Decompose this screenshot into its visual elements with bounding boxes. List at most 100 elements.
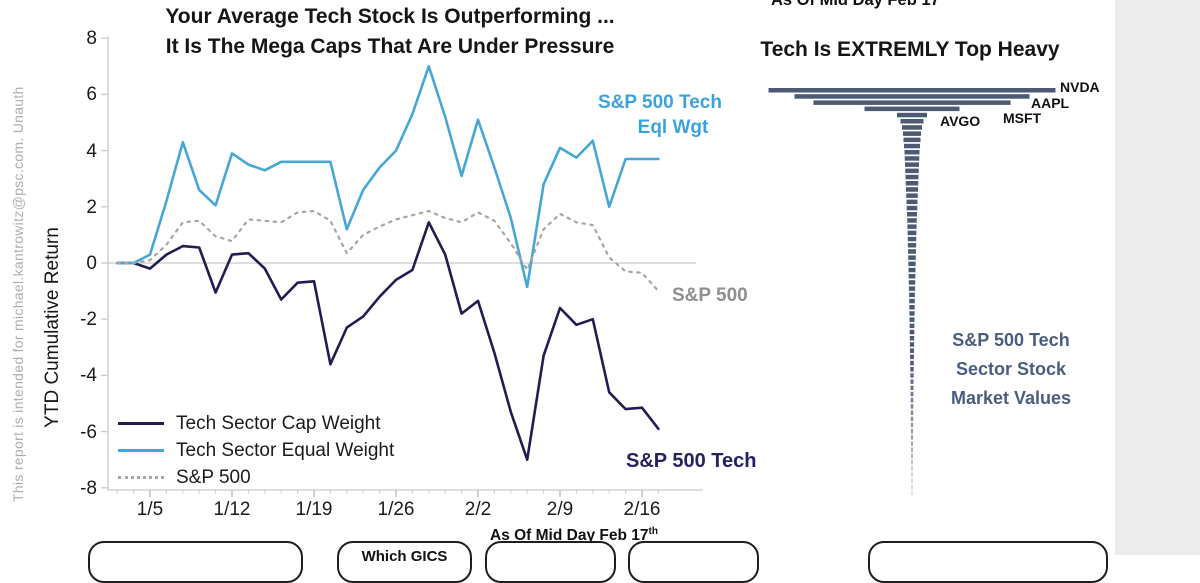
ticker-label-nvda: NVDA [1060, 79, 1100, 95]
funnel-bar [910, 435, 914, 440]
funnel-bar [910, 404, 914, 409]
annotation-equal-weight: S&P 500 Tech Eql Wgt [575, 90, 745, 140]
funnel-bar [908, 274, 916, 279]
funnel-bar [907, 212, 917, 217]
page-background-strip [1115, 0, 1200, 555]
funnel-bar [911, 466, 913, 471]
funnel-bar [903, 131, 921, 136]
funnel-bar [908, 249, 916, 254]
x-tick-label: 1/12 [213, 499, 251, 520]
funnel-bar [907, 236, 917, 242]
funnel-bar [813, 100, 1011, 105]
legend-label-sp500: S&P 500 [176, 466, 251, 488]
annotation-sp500: S&P 500 [672, 285, 748, 306]
legend-row-cap-weight: Tech Sector Cap Weight [118, 410, 478, 437]
funnel-bar [907, 218, 917, 223]
legend-label-equal-weight: Tech Sector Equal Weight [176, 439, 395, 461]
y-tick-label: 2 [86, 196, 97, 218]
y-tick-label: 0 [86, 253, 97, 274]
annotation-equal-weight-line2: Eql Wgt [637, 117, 709, 138]
funnel-bar [909, 311, 915, 316]
funnel-bar [908, 280, 916, 285]
funnel-bar [910, 429, 914, 434]
funnel-caption-line3: Market Values [950, 388, 1072, 408]
line-chart-title: Your Average Tech Stock Is Outperforming… [105, 2, 675, 62]
funnel-bar [911, 491, 913, 496]
funnel-bar [910, 410, 914, 415]
funnel-bar [910, 398, 914, 403]
funnel-bar [897, 112, 927, 118]
funnel-bar [910, 348, 914, 353]
funnel-bar [909, 298, 915, 304]
funnel-bar [908, 255, 916, 260]
funnel-bar [911, 453, 913, 459]
x-tick-label: 1/5 [136, 499, 164, 520]
funnel-bar [910, 391, 914, 397]
x-tick-label: 1/19 [295, 499, 333, 520]
funnel-bar [907, 230, 917, 236]
funnel-bar [908, 261, 916, 267]
funnel-bar [864, 106, 960, 112]
top-right-as-of-note: As Of Mid Day Feb 17 [771, 0, 940, 9]
funnel-bar [904, 156, 920, 161]
funnel-bar [909, 329, 915, 335]
as-of-note: As Of Mid Day Feb 17th [490, 526, 658, 545]
annotation-equal-weight-line1: S&P 500 Tech [598, 92, 722, 113]
series-line-tech-sector-cap-weight [115, 221, 660, 462]
x-tick-label: 2/2 [464, 499, 492, 520]
series-line-tech-sector-equal-weight [115, 65, 660, 289]
funnel-bar [911, 478, 913, 484]
bottom-button-4[interactable] [628, 541, 759, 583]
ticker-label-aapl: AAPL [1031, 95, 1070, 111]
legend-swatch-cap-weight [118, 422, 164, 425]
funnel-bar [906, 193, 918, 198]
funnel-bar [908, 267, 916, 273]
funnel-bar [911, 447, 913, 453]
charts-canvas [101, 36, 1056, 497]
legend-label-cap-weight: Tech Sector Cap Weight [176, 412, 381, 434]
bottom-button-5[interactable] [868, 541, 1108, 583]
legend-swatch-equal-weight [118, 449, 164, 452]
funnel-bar [910, 422, 914, 428]
funnel-bar [910, 416, 914, 422]
funnel-bar [904, 150, 920, 155]
y-tick-label: -2 [80, 309, 97, 331]
funnel-bar [905, 181, 919, 186]
funnel-bar [905, 162, 919, 167]
funnel-bar [911, 472, 913, 477]
funnel-bar [910, 354, 914, 360]
funnel-chart-title: Tech Is EXTREMLY Top Heavy [760, 38, 1060, 61]
funnel-bar [907, 224, 917, 229]
funnel-bar [909, 292, 915, 298]
funnel-bar [910, 385, 914, 391]
funnel-bar [908, 286, 916, 291]
legend-row-equal-weight: Tech Sector Equal Weight [118, 437, 478, 464]
funnel-bar [903, 137, 921, 143]
funnel-bar [906, 199, 918, 205]
y-tick-label: 4 [86, 140, 97, 162]
as-of-note-superscript: th [648, 526, 658, 537]
funnel-bar [909, 317, 915, 322]
bottom-button-3[interactable] [485, 541, 616, 583]
bottom-button-which-gics[interactable]: Which GICS [337, 541, 472, 583]
annotation-cap-weight: S&P 500 Tech [626, 450, 757, 472]
funnel-bar [909, 305, 915, 310]
ticker-label-msft: MSFT [1003, 110, 1042, 126]
y-tick-label: -4 [80, 365, 97, 387]
funnel-bar [902, 125, 922, 130]
x-tick-label: 2/16 [623, 499, 661, 520]
legend: Tech Sector Cap Weight Tech Sector Equal… [118, 410, 478, 491]
legend-row-sp500: S&P 500 [118, 464, 478, 491]
funnel-bar [910, 379, 914, 384]
funnel-bar [910, 373, 914, 378]
series-line-s-p-500 [116, 209, 660, 293]
funnel-bar [900, 119, 924, 124]
funnel-bar [911, 484, 913, 490]
funnel-bar [909, 323, 915, 329]
funnel-bar [910, 367, 914, 372]
x-tick-label: 1/26 [377, 499, 415, 520]
bottom-button-1[interactable] [88, 541, 303, 583]
funnel-caption: S&P 500 Tech Sector Stock Market Values [933, 326, 1089, 413]
funnel-bar [904, 143, 920, 149]
y-tick-label: 8 [86, 28, 97, 50]
